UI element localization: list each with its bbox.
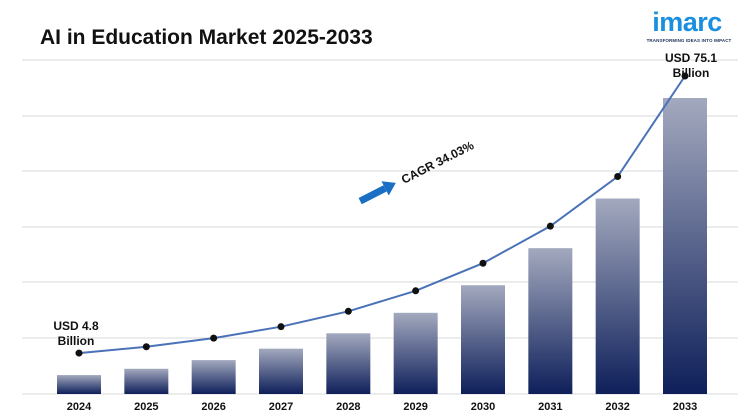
x-tick-label: 2024 bbox=[67, 401, 92, 413]
trend-point-2031 bbox=[546, 222, 554, 230]
trend-line bbox=[75, 72, 689, 357]
x-tick-label: 2028 bbox=[336, 401, 360, 413]
trend-point-2025 bbox=[142, 343, 150, 351]
x-tick-label: 2032 bbox=[605, 401, 629, 413]
logo-tagline: TRANSFORMING IDEAS INTO IMPACT bbox=[646, 38, 732, 43]
bar-2033 bbox=[663, 98, 707, 394]
start-value-label: Billion bbox=[58, 334, 95, 348]
cagr-arrow-icon bbox=[358, 181, 396, 205]
trend-point-2033 bbox=[681, 72, 689, 80]
start-value-label: USD 4.8 bbox=[53, 319, 99, 333]
trend-point-2032 bbox=[614, 173, 622, 181]
x-tick-label: 2030 bbox=[471, 401, 495, 413]
trend-point-2024 bbox=[75, 349, 83, 357]
trend-point-2026 bbox=[210, 334, 218, 342]
trend-point-2030 bbox=[479, 259, 487, 267]
cagr-label: CAGR 34.03% bbox=[399, 138, 476, 187]
bars bbox=[57, 98, 707, 394]
bar-2028 bbox=[326, 333, 371, 394]
bar-2026 bbox=[191, 360, 236, 394]
trend-point-2028 bbox=[344, 307, 352, 315]
x-tick-label: 2027 bbox=[269, 401, 293, 413]
bar-2032 bbox=[595, 198, 640, 394]
page-title: AI in Education Market 2025-2033 bbox=[40, 26, 373, 49]
end-value-label: Billion bbox=[673, 66, 710, 80]
bar-2025 bbox=[124, 368, 169, 394]
x-tick-label: 2026 bbox=[201, 401, 225, 413]
trend-polyline bbox=[78, 75, 686, 355]
x-tick-label: 2029 bbox=[403, 401, 427, 413]
cagr-arrow-head bbox=[381, 181, 396, 196]
trend-point-2029 bbox=[412, 287, 420, 295]
x-tick-label: 2031 bbox=[538, 401, 562, 413]
trend-point-2027 bbox=[277, 323, 285, 331]
x-tick-label: 2025 bbox=[134, 401, 158, 413]
bar-2027 bbox=[259, 348, 303, 394]
bar-2031 bbox=[528, 248, 573, 394]
x-axis-ticks: 2024 2025 2026 2027 2028 2029 2030 2031 2032 2033 bbox=[67, 401, 697, 413]
bar-2030 bbox=[461, 285, 505, 394]
imarc-logo: imarc TRANSFORMING IDEAS INTO IMPACT bbox=[647, 7, 739, 49]
bar-2024 bbox=[57, 375, 101, 394]
end-value-label: USD 75.1 bbox=[665, 51, 717, 65]
bar-2029 bbox=[393, 312, 438, 394]
cagr-arrow-shaft bbox=[358, 185, 387, 205]
x-tick-label: 2033 bbox=[673, 401, 697, 413]
logo-wordmark: imarc bbox=[652, 7, 722, 37]
